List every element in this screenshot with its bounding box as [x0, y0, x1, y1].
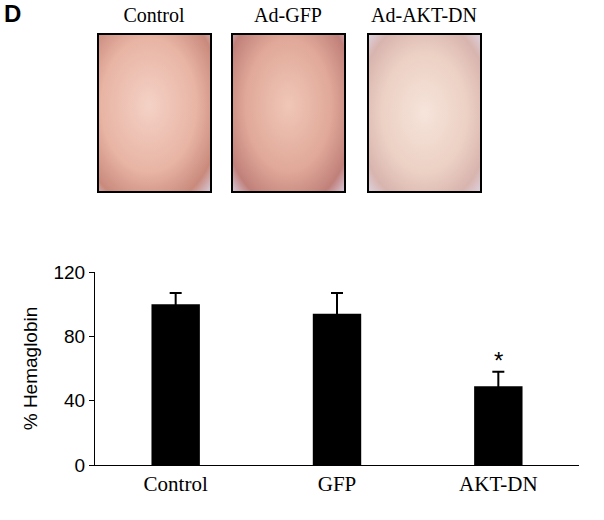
svg-text:% Hemaglobin: % Hemaglobin [20, 307, 41, 431]
svg-text:*: * [494, 347, 503, 374]
svg-text:40: 40 [64, 390, 85, 411]
svg-text:80: 80 [64, 326, 85, 347]
html-text:Control: Control [123, 4, 185, 26]
svg-text:AKT-DN: AKT-DN [459, 472, 538, 496]
html-text:D: D [4, 0, 22, 27]
svg-text:Control: Control [144, 472, 208, 496]
svg-text:120: 120 [53, 262, 85, 283]
html-text:Ad-AKT-DN: Ad-AKT-DN [371, 4, 477, 26]
svg-text:GFP: GFP [318, 472, 357, 496]
html-text:Ad-GFP: Ad-GFP [254, 4, 322, 26]
svg-text:0: 0 [75, 455, 86, 476]
